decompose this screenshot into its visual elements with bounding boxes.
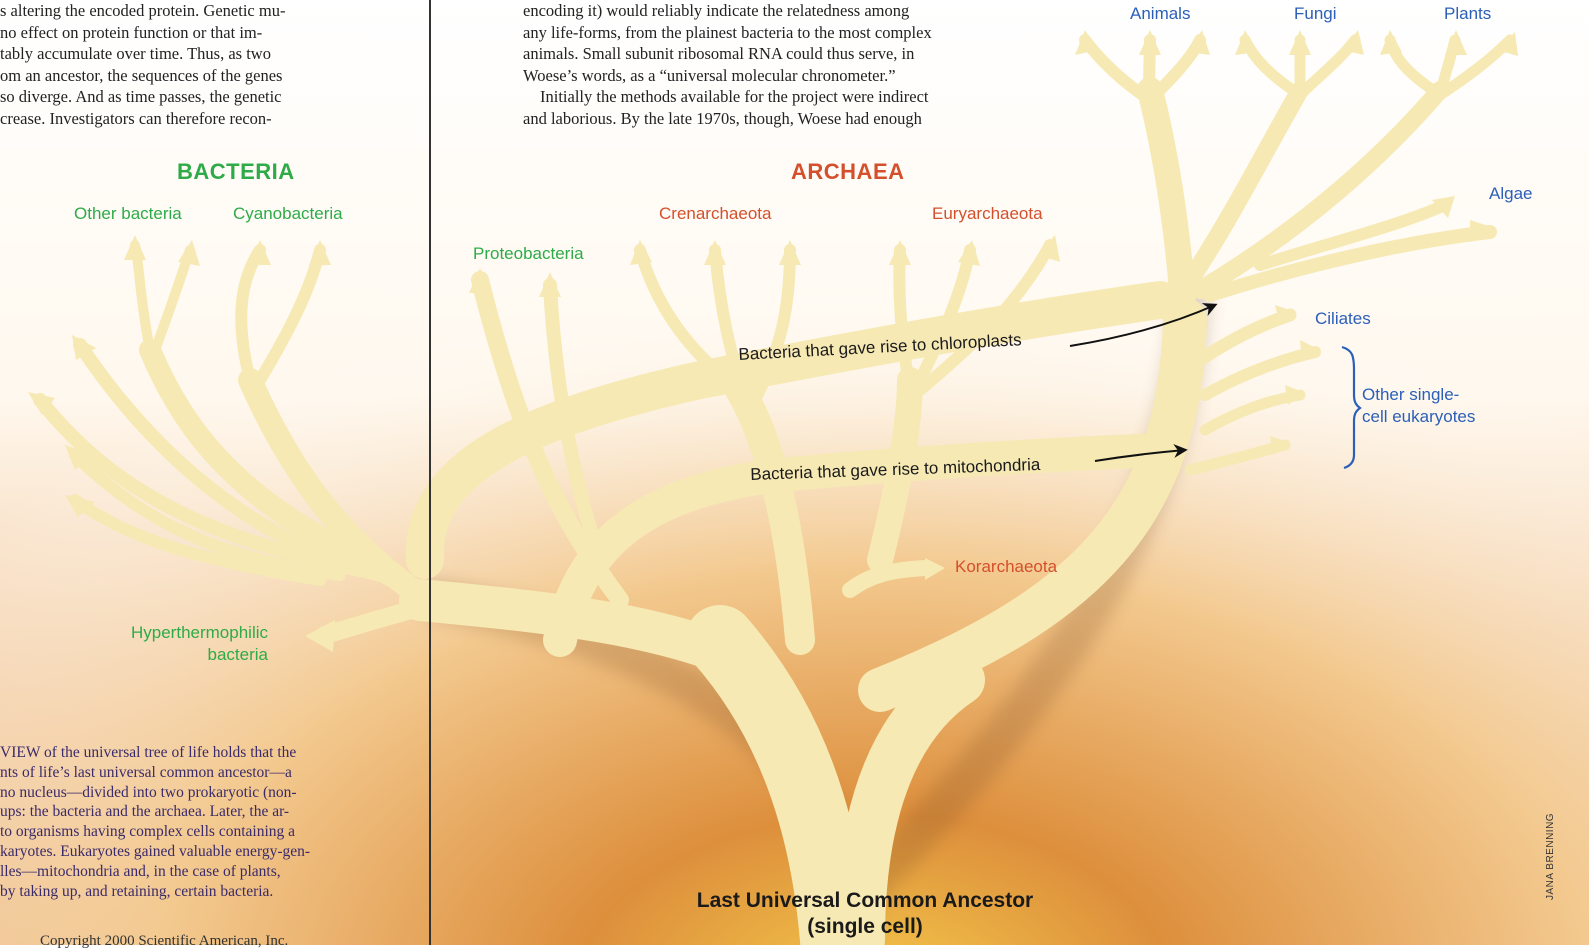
label-other-single-line2: cell eukaryotes: [1362, 407, 1476, 426]
text-line: Initially the methods available for the …: [540, 87, 929, 106]
label-crenarchaeota: Crenarchaeota: [659, 204, 772, 223]
archaea-heading: ARCHAEA: [791, 159, 905, 184]
text-line: and laborious. By the late 1970s, though…: [523, 108, 922, 128]
text-line: Woese’s words, as a “universal molecular…: [523, 65, 896, 85]
label-hyperthermophilic-line1: Hyperthermophilic: [131, 623, 268, 642]
korarchaeota-branch: [842, 560, 933, 598]
caption-line: lles—mitochondria and, in the case of pl…: [0, 862, 281, 880]
figure-caption: VIEW of the universal tree of life holds…: [0, 743, 362, 901]
chloroplast-transfer-branch: [405, 281, 1179, 579]
label-algae: Algae: [1489, 184, 1533, 203]
label-proteobacteria: Proteobacteria: [473, 244, 584, 263]
label-animals: Animals: [1130, 4, 1191, 23]
algae-branch: [1203, 225, 1497, 302]
hyperthermophilic-branch: [316, 596, 439, 644]
eukarya-limb: [858, 298, 1207, 712]
right-column-text: encoding it) would reliably indicate the…: [523, 0, 1001, 129]
tree-branches: [33, 34, 1516, 945]
text-line: no effect on protein function or that im…: [0, 22, 263, 42]
page-gutter: [429, 0, 431, 945]
root-label-line2: (single cell): [807, 915, 923, 938]
chloroplast-arrow: [1069, 303, 1218, 347]
root-label-line1: Last Universal Common Ancestor: [696, 889, 1034, 912]
label-fungi: Fungi: [1294, 4, 1337, 23]
eukaryote-bracket: [1341, 345, 1362, 470]
text-line: om an ancestor, the sequences of the gen…: [0, 65, 283, 85]
label-hyperthermophilic-line2: bacteria: [207, 645, 268, 664]
label-other-bacteria: Other bacteria: [74, 204, 182, 223]
caption-line: to organisms having complex cells contai…: [0, 823, 296, 841]
caption-line: karyotes. Eukaryotes gained valuable ene…: [0, 842, 311, 860]
text-line: s altering the encoded protein. Genetic …: [0, 1, 286, 20]
label-other-single-cell-eukaryotes: Other single- cell eukaryotes: [1362, 384, 1475, 428]
label-korarchaeota: Korarchaeota: [955, 557, 1058, 576]
text-line: crease. Investigators can therefore reco…: [0, 108, 272, 128]
mitochondria-arrow: [1094, 443, 1188, 462]
text-line: encoding it) would reliably indicate the…: [523, 1, 910, 20]
left-column-text: s altering the encoded protein. Genetic …: [0, 0, 337, 129]
label-other-single-line1: Other single-: [1362, 385, 1460, 404]
bacteria-heading: BACTERIA: [177, 159, 295, 184]
label-ciliates: Ciliates: [1315, 309, 1371, 328]
caption-line: no nucleus—divided into two prokaryotic …: [0, 783, 297, 801]
caption-line: by taking up, and retaining, certain bac…: [0, 882, 274, 900]
text-line: animals. Small subunit ribosomal RNA cou…: [523, 44, 915, 63]
root-label: Last Universal Common Ancestor (single c…: [0, 888, 1589, 940]
label-plants: Plants: [1444, 4, 1492, 23]
branch-tips: [28, 30, 1518, 652]
label-hyperthermophilic: Hyperthermophilic bacteria: [131, 622, 268, 666]
caption-line: VIEW of the universal tree of life holds…: [0, 744, 297, 761]
caption-line: ups: the bacteria and the archaea. Later…: [0, 803, 290, 821]
text-line: any life-forms, from the plainest bacter…: [523, 22, 932, 42]
archaea-limb: [725, 375, 815, 655]
label-euryarchaeota: Euryarchaeota: [932, 204, 1043, 223]
bacteria-limb: [399, 579, 761, 681]
text-line: tably accumulate over time. Thus, as two: [0, 44, 271, 63]
copyright-notice: Copyright 2000 Scientific American, Inc.: [40, 933, 289, 949]
label-cyanobacteria: Cyanobacteria: [233, 204, 343, 223]
text-line: so diverge. And as time passes, the gene…: [0, 87, 282, 106]
illustrator-credit: JANA BRENNING: [1545, 812, 1556, 900]
trunk-right-branch: [835, 655, 985, 945]
caption-line: nts of life’s last universal common ance…: [0, 763, 292, 781]
